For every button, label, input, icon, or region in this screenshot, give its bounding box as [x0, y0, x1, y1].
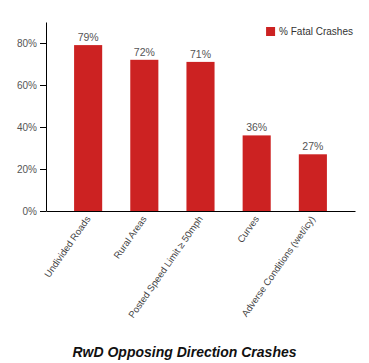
title: RwD Opposing Direction Crashes — [72, 344, 296, 360]
x-tick-label: Undivided Roads — [42, 214, 93, 280]
legend: % Fatal Crashes — [266, 26, 353, 37]
y-tick-label: 20% — [17, 164, 37, 175]
data-label: 72% — [134, 46, 155, 58]
x-axis-line — [47, 211, 356, 212]
legend-item: % Fatal Crashes — [266, 26, 353, 37]
chart: 0% 20% 40% 60% 80% Undivided Roads Rural Areas… — [0, 0, 369, 363]
y-tick-label: 40% — [17, 122, 37, 133]
data-label: 36% — [246, 121, 267, 133]
x-tick: Rural Areas — [111, 211, 149, 261]
y-tick-mark — [40, 127, 46, 128]
y-tick-label: 0% — [23, 206, 38, 217]
x-tick: Adverse Conditions (wet/icy) — [239, 211, 317, 319]
x-axis: Undivided Roads Rural AreasPosted Speed L… — [42, 211, 356, 320]
data-label: 71% — [190, 48, 211, 60]
y-axis: 0% 20% 40% 60% 80% — [17, 23, 47, 217]
bars — [74, 45, 327, 211]
y-tick: 40% — [17, 122, 46, 133]
legend-swatch — [266, 27, 275, 36]
bar — [243, 135, 271, 211]
y-tick-label: 60% — [17, 80, 37, 91]
data-label: 79% — [78, 31, 99, 43]
x-tick-label: Curves — [235, 214, 261, 245]
y-tick-mark — [40, 85, 46, 86]
x-tick: Posted Speed Limit ≥ 50mph — [126, 211, 205, 320]
legend-label: % Fatal Crashes — [279, 26, 353, 37]
y-tick: 80% — [17, 38, 46, 49]
x-tick-label: Rural Areas — [111, 214, 149, 261]
y-tick-mark — [40, 211, 46, 212]
x-tick: Curves — [235, 211, 261, 245]
x-tick: Undivided Roads — [42, 211, 93, 279]
x-tick-label: Adverse Conditions (wet/icy) — [239, 214, 317, 319]
y-tick: 0% — [23, 206, 46, 217]
bar — [130, 60, 158, 211]
y-tick: 20% — [17, 164, 46, 175]
y-tick-mark — [40, 43, 46, 44]
bar — [186, 62, 214, 211]
x-tick-label: Posted Speed Limit ≥ 50mph — [126, 214, 205, 320]
data-labels: 79% 72% 71% 36% 27% — [78, 31, 324, 152]
plot: 0% 20% 40% 60% 80% Undivided Roads Rural Areas… — [17, 23, 356, 320]
y-tick-label: 80% — [17, 38, 37, 49]
y-tick: 60% — [17, 80, 46, 91]
y-tick-mark — [40, 169, 46, 170]
bar — [74, 45, 102, 211]
data-label: 27% — [302, 140, 323, 152]
bar — [299, 154, 327, 211]
y-axis-line — [46, 23, 47, 212]
